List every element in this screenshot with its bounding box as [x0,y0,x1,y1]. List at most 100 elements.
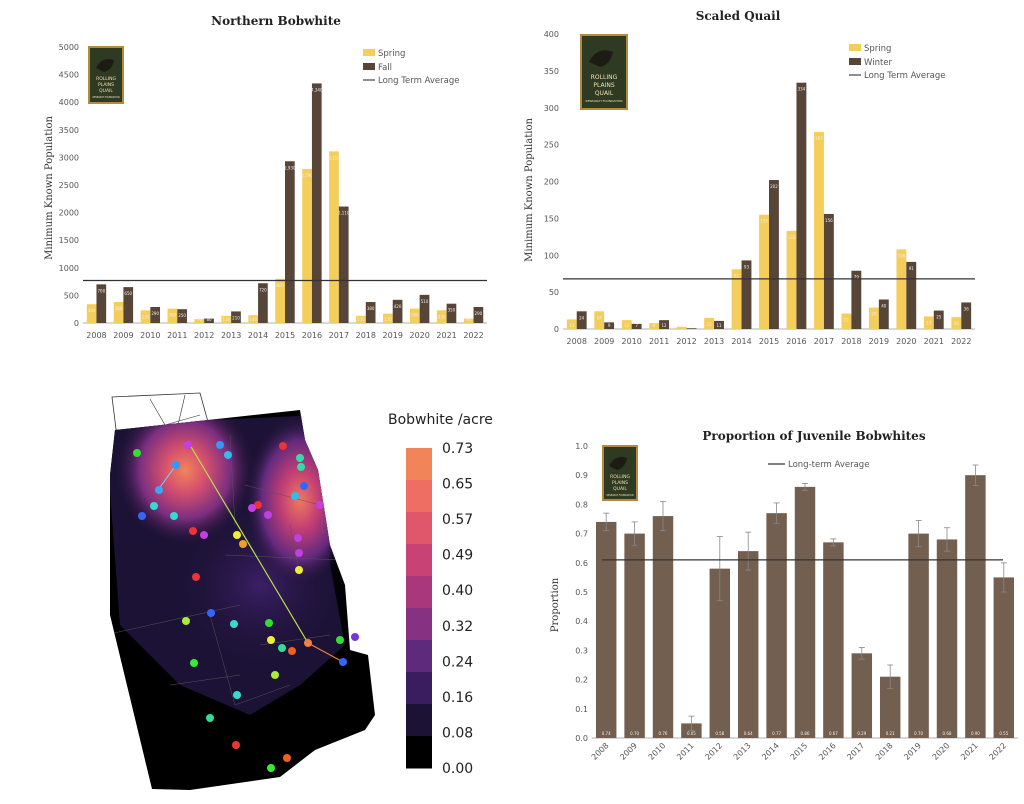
x-tick-label: 2008 [567,337,587,346]
legend-label: Spring [864,44,891,54]
data-label: 108 [898,253,906,258]
y-tick-label: 400 [544,30,559,39]
bar-fall [311,83,322,323]
x-tick-label: 2014 [760,741,781,762]
svg-text:QUAIL: QUAIL [99,88,113,94]
y-tick-label: 100 [544,251,559,260]
y-tick-label: 0.5 [575,588,588,597]
x-tick-label: 2011 [167,331,187,340]
survey-point [267,764,275,772]
x-tick-label: 2022 [987,741,1008,762]
bar-spring [383,313,393,323]
legend: Long-term Average [768,460,869,470]
y-tick-label: 4500 [59,71,79,80]
x-tick-label: 2014 [731,337,751,346]
legend: Spring Fall Long Term Average [363,49,459,86]
data-label: 29 [871,312,877,317]
y-tick-label: 300 [544,104,559,113]
survey-point [267,636,275,644]
survey-point [304,639,312,647]
data-label: 230 [438,314,446,319]
chart-plot: 0501001502002503003504001324200824920091… [544,30,975,346]
x-tick-label: 2016 [786,337,806,346]
bar-proportion [737,551,759,738]
survey-point [192,573,200,581]
colorbar-swatch [406,448,432,481]
x-tick-label: 2020 [931,741,952,762]
x-tick-label: 2009 [618,741,639,762]
y-tick-label: 1000 [59,264,79,273]
survey-point [184,441,192,449]
x-tick-label: 2008 [86,331,106,340]
x-tick-label: 2019 [383,331,403,340]
bar-proportion [709,568,731,738]
data-label: 11 [716,323,722,328]
colorbar-tick-label: 0.57 [442,512,473,528]
bar-fall [473,306,484,323]
data-label: 0.77 [772,731,781,736]
colorbar-swatch [406,640,432,673]
data-label: 12 [662,323,668,328]
colorbar-tick-label: 0.24 [442,654,473,670]
data-label: 290 [151,311,159,316]
quail-icon [589,50,613,67]
y-axis-label: Minimum Known Population [524,118,535,262]
bar-spring [329,151,339,323]
data-label: 0.70 [914,731,923,736]
chart-plot: 0.0 0.1 0.2 0.3 0.4 0.5 0.6 0.7 0.8 0.9 1.0 0.74 200… [575,442,1018,762]
legend-label: Long Term Average [378,76,459,86]
x-tick-label: 2021 [924,337,944,346]
data-label: 720 [259,287,267,292]
northern-bobwhite-chart: Northern Bobwhite Minimum Known Populati… [44,14,487,340]
y-tick-label: 0.3 [575,646,588,655]
y-tick-label: 250 [544,141,559,150]
y-tick-label: 4000 [59,98,79,107]
bobwhite-density-map: Bobwhite /acre 0.730.650.570.490.400.320… [110,392,493,790]
y-tick-label: 50 [549,288,559,297]
survey-point [316,501,324,509]
bar-spring [409,308,420,323]
survey-point [170,512,178,520]
y-axis-label: Proportion [550,577,561,632]
data-label: 156 [825,218,833,223]
bar-spring [194,319,205,323]
bar-fall [177,309,187,323]
x-tick-label: 2014 [248,331,268,340]
data-label: 24 [579,315,585,320]
y-axis-label: Minimum Known Population [44,116,55,260]
data-label: 380 [367,306,375,311]
bar-proportion [851,653,873,738]
legend-label: Long Term Average [864,71,945,81]
bar-winter [878,299,889,329]
colorbar-swatch [406,672,432,705]
colorbar-tick-label: 0.49 [442,548,473,564]
survey-point [264,511,272,519]
data-label: 12 [624,323,630,328]
bar-spring [621,320,632,329]
svg-text:ROLLING: ROLLING [591,74,618,81]
bar-winter [769,180,779,329]
survey-point [230,620,238,628]
bar-winter [576,311,587,329]
y-tick-label: 0.8 [575,500,588,509]
data-label: 9 [608,323,611,328]
bar-spring [113,302,124,323]
x-tick-label: 2022 [951,337,971,346]
y-tick-label: 1500 [59,236,79,245]
data-label: 800 [276,283,284,288]
data-label: 1 [690,323,693,328]
survey-point [233,691,241,699]
bar-winter [741,260,752,329]
svg-text:PLAINS: PLAINS [593,82,614,89]
y-tick-label: 350 [544,67,559,76]
bar-fall [338,206,349,323]
bar-spring [814,132,824,329]
data-label: 0.86 [801,731,810,736]
y-tick-label: 0.1 [575,705,588,714]
x-tick-label: 2012 [676,337,696,346]
legend: Spring Winter Long Term Average [849,44,945,81]
y-tick-label: 0 [554,325,559,334]
survey-point [336,636,344,644]
x-tick-label: 2008 [590,741,611,762]
data-label: 700 [97,288,105,293]
